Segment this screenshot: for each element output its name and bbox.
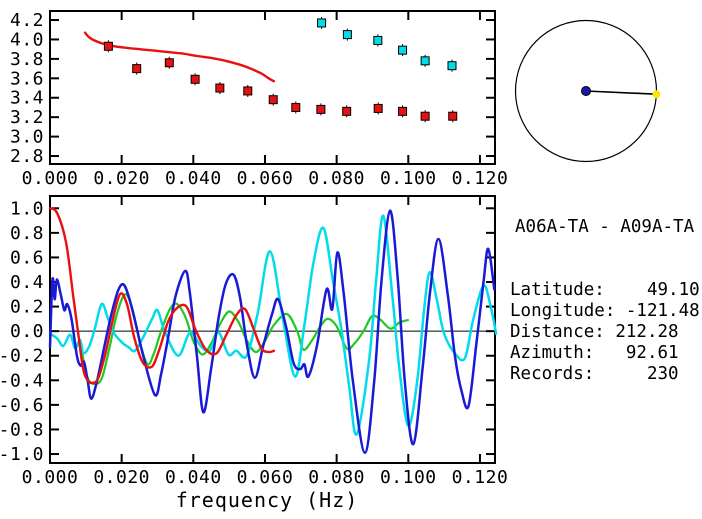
info-line-records: Records: 230: [510, 364, 679, 384]
info-line-distance: Distance: 212.28: [510, 322, 679, 342]
alternate-dispersion-squares: [317, 16, 457, 72]
dispersion-plot-ytick-label: 4.2: [10, 10, 44, 31]
spectrum-plot-ytick-label: 0.6: [10, 247, 44, 268]
azimuth-circle: [514, 19, 661, 163]
dispersion-plot-ytick-label: 4.0: [10, 29, 44, 50]
azimuth-line: [585, 90, 657, 96]
cyan-trace: [48, 214, 498, 436]
spectrum-plot-xtick-label: 0.080: [308, 467, 365, 488]
spectrum-plot-xtick-label: 0.100: [380, 467, 437, 488]
spectrum-plot-xtick-label: 0.040: [165, 467, 222, 488]
dispersion-plot-frame: [49, 10, 496, 165]
dispersion-plot-ytick-label: 3.2: [10, 107, 44, 128]
dispersion-plot-ytick-label: 3.4: [10, 88, 44, 109]
dispersion-plot-xtick-label: 0.120: [452, 168, 509, 189]
dispersion-plot-ytick-label: 3.8: [10, 49, 44, 70]
station-center-dot: [581, 86, 591, 96]
measured-dispersion-squares: [103, 40, 458, 123]
blue-trace: [48, 209, 496, 455]
dispersion-plot-xtick-label: 0.100: [380, 168, 437, 189]
spectrum-plot: 0.000 0.020 0.040 0.060 0.080 0.100 0.120 -1.0 -…: [0, 195, 509, 512]
spectrum-plot-ytick-label: 0.0: [10, 321, 44, 342]
dispersion-plot-xtick-label: 0.040: [165, 168, 222, 189]
spectrum-plot-ytick-label: 0.2: [10, 297, 44, 318]
dispersion-plot-ytick-label: 3.0: [10, 127, 44, 148]
azimuth-end-dot: [652, 90, 661, 99]
info-line-azimuth: Azimuth: 92.61: [510, 343, 679, 363]
info-line-longitude: Longitude: -121.48: [510, 301, 700, 321]
station-info-lines: Latitude: 49.10 Longitude: -121.48 Distanc…: [510, 280, 702, 385]
spectrum-plot-xtick-label: 0.020: [93, 467, 150, 488]
dispersion-plot: 0.000 0.020 0.040 0.060 0.080 0.100 0.1202.83.…: [10, 10, 508, 189]
spectrum-plot-ytick-label: -0.6: [0, 395, 44, 416]
spectrum-plot-ytick-label: -0.2: [0, 346, 44, 367]
model-dispersion-curve: [83, 31, 276, 83]
dispersion-plot-ytick-label: 2.8: [10, 146, 44, 167]
spectrum-plot-xtick-label: 0.000: [22, 467, 79, 488]
dispersion-plot-xtick-label: 0.080: [308, 168, 365, 189]
dispersion-plot-xtick-label: 0.060: [237, 168, 294, 189]
info-line-latitude: Latitude: 49.10: [510, 280, 700, 300]
red-trace: [48, 207, 276, 385]
station-pair-title: A06A-TA - A09A-TA: [515, 217, 695, 237]
spectrum-plot-ytick-label: -0.8: [0, 419, 44, 440]
station-info: A06A-TA - A09A-TA Latitude: 49.10 Longitu…: [510, 175, 702, 427]
spectrum-plot-xtick-label: 0.120: [452, 467, 509, 488]
spectrum-plot-xaxis-title: frequency (Hz): [176, 488, 359, 512]
spectrum-plot-ytick-label: -1.0: [0, 444, 44, 465]
dispersion-plot-ytick-label: 3.6: [10, 68, 44, 89]
spectrum-plot-ytick-label: 0.4: [10, 272, 44, 293]
dispersion-plot-xtick-label: 0.000: [22, 168, 79, 189]
spectrum-plot-ytick-label: -0.4: [0, 370, 44, 391]
spectrum-plot-ytick-label: 1.0: [10, 198, 44, 219]
spectrum-plot-xtick-label: 0.060: [237, 467, 294, 488]
dispersion-plot-xtick-label: 0.020: [93, 168, 150, 189]
spectrum-plot-frame: [49, 195, 496, 464]
spectrum-plot-ytick-label: 0.8: [10, 223, 44, 244]
